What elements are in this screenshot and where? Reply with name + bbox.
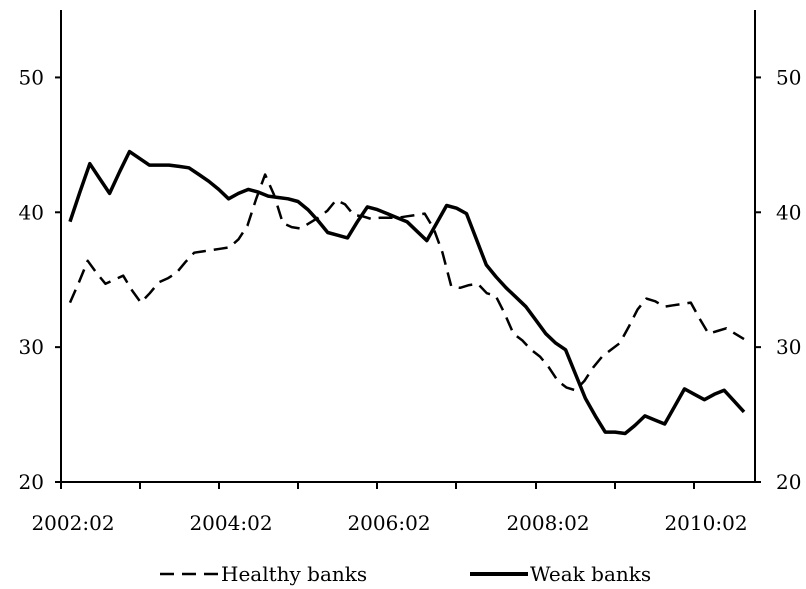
x-tick-label: 2002:02 (31, 511, 114, 535)
legend-item-healthy-banks: Healthy banks (160, 562, 367, 586)
legend: Healthy banks Weak banks (160, 562, 651, 586)
y-tick-label-right: 20 (776, 470, 801, 494)
y-tick-label-left: 30 (19, 335, 44, 359)
legend-label: Weak banks (530, 562, 651, 586)
series-weak-banks-line (68, 149, 746, 436)
y-tick-label-right: 50 (776, 65, 801, 89)
x-tick-label: 2008:02 (506, 511, 589, 535)
series-layer (68, 149, 746, 436)
x-tick-label: 2010:02 (664, 511, 747, 535)
axes-layer: 20 20 30 30 40 40 50 50 2002:02 2004:02 2006:02 200… (19, 10, 801, 535)
x-tick-label: 2006:02 (347, 511, 430, 535)
y-tick-label-right: 30 (776, 335, 801, 359)
y-tick-label-left: 40 (19, 200, 44, 224)
y-tick-label-left: 50 (19, 65, 44, 89)
x-tick-label: 2004:02 (189, 511, 272, 535)
legend-item-weak-banks: Weak banks (470, 562, 651, 586)
legend-label: Healthy banks (221, 562, 367, 586)
y-tick-label-left: 20 (19, 470, 44, 494)
series-healthy-banks-line (68, 173, 745, 392)
y-tick-label-right: 40 (776, 200, 801, 224)
